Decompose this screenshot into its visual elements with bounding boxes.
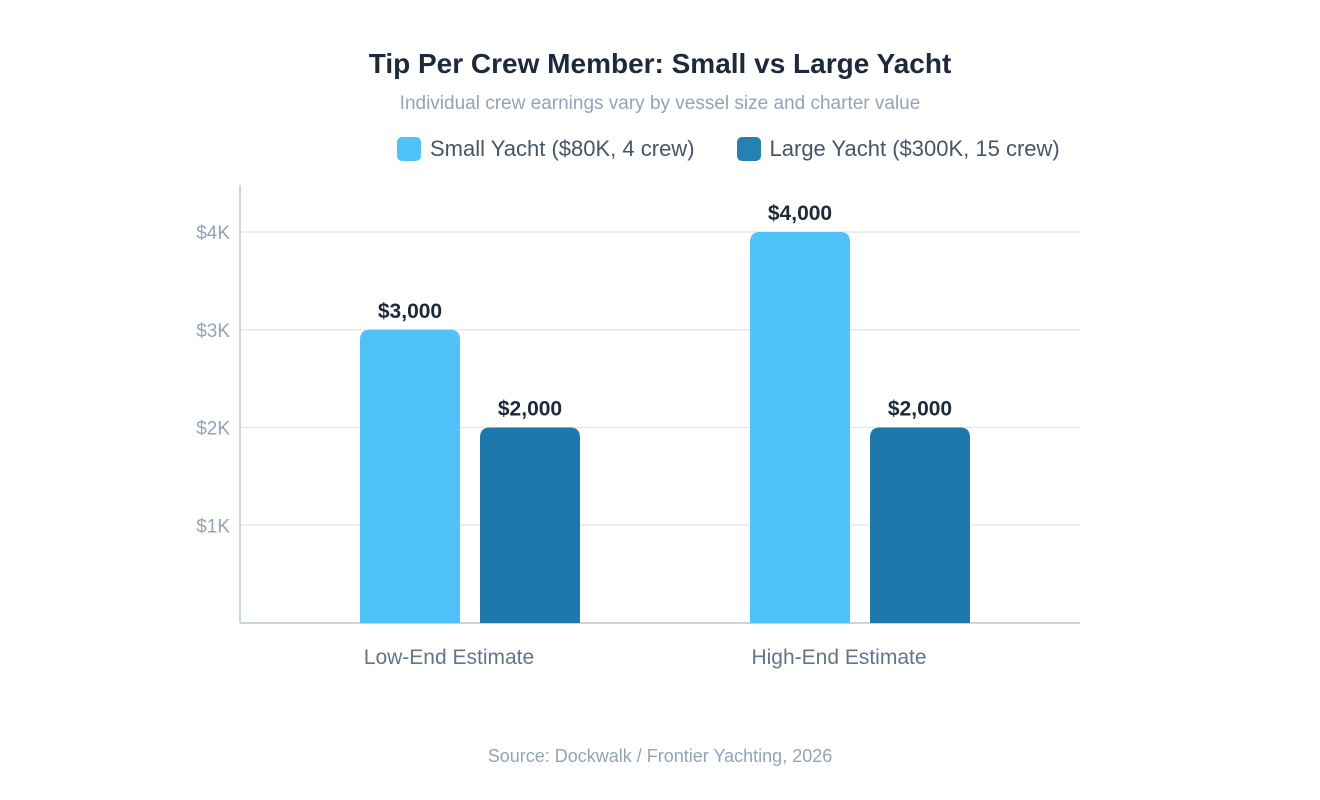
legend-item-large[interactable]: Large Yacht ($300K, 15 crew) [736, 136, 1060, 162]
data-label: $4,000 [768, 202, 832, 225]
x-tick-label: High-End Estimate [751, 646, 926, 669]
x-tick-label: Low-End Estimate [364, 646, 534, 669]
legend-swatch-large [736, 137, 761, 161]
data-label: $2,000 [888, 398, 952, 421]
y-tick-label: $3K [196, 321, 230, 342]
legend-label-large: Large Yacht ($300K, 15 crew) [769, 136, 1060, 161]
legend-label-small: Small Yacht ($80K, 4 crew) [430, 136, 695, 161]
y-tick-label: $2K [196, 419, 230, 440]
chart-subtitle: Individual crew earnings vary by vessel … [399, 93, 921, 114]
chart-title: Tip Per Crew Member: Small vs Large Yach… [368, 48, 952, 79]
chart-source: Source: Dockwalk / Frontier Yachting, 20… [487, 746, 833, 766]
data-label: $3,000 [378, 300, 442, 323]
data-label: $2,000 [498, 398, 562, 421]
bar [480, 427, 580, 623]
bar [360, 329, 460, 623]
legend-swatch-small [397, 137, 421, 161]
y-tick-label: $4K [196, 223, 230, 244]
bar [750, 232, 850, 623]
y-tick-label: $1K [196, 516, 230, 537]
legend: Small Yacht ($80K, 4 crew) Large Yacht (… [397, 136, 1060, 162]
bar [870, 427, 970, 623]
legend-item-small[interactable]: Small Yacht ($80K, 4 crew) [397, 136, 695, 162]
